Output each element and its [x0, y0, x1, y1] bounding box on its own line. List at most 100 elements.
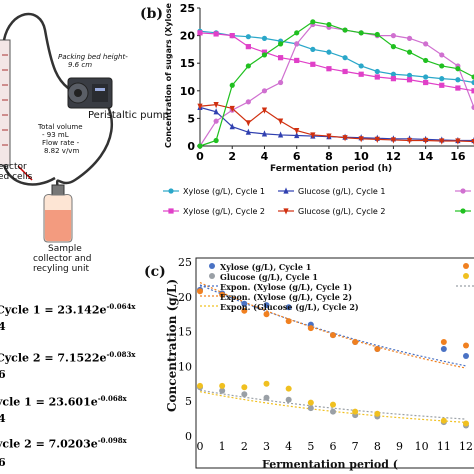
chart-b-point: [261, 88, 268, 94]
chart-b-point: [342, 68, 348, 75]
chart-b-point: [277, 118, 284, 125]
chart-b-point: [455, 77, 461, 83]
legend-c-item-3: Expon. (Xylose (g/L), Cycle 1): [220, 282, 353, 292]
chart-b-point: [406, 72, 413, 78]
legend-b-item-2: Glucose (g/L), Cycle 1: [298, 187, 386, 196]
chart-b-ytick-label: 20: [180, 30, 196, 43]
chart-b-point: [374, 68, 380, 75]
chart-b-point: [261, 49, 268, 55]
volume-label-2: - 93 mL: [42, 131, 69, 139]
chart-b-point: [342, 55, 348, 61]
chart-c-point: [263, 380, 270, 387]
chart-b-point: [277, 79, 284, 86]
chart-b-point: [374, 136, 380, 143]
chart-b-ytick-label: 5: [187, 112, 195, 125]
chart-c-xtick-label: 1: [219, 440, 226, 453]
chart-b-point: [406, 137, 413, 145]
legend-b-item-1: Xylose (g/L), Cycle 1: [183, 187, 266, 196]
chart-b-point: [406, 77, 413, 83]
panel-b-label: (b): [140, 6, 164, 22]
chart-c-point: [463, 352, 469, 359]
chart-c-point: [285, 304, 292, 311]
reactor-column: [0, 39, 11, 166]
chart-b-point: [213, 31, 219, 37]
chart-b-point: [277, 131, 284, 138]
chart-b-xtick-label: 8: [325, 150, 333, 163]
chart-b-point: [261, 52, 268, 58]
chart-b-point: [261, 35, 268, 41]
chart-b-xtick-label: 0: [196, 150, 204, 163]
chart-b-point: [261, 130, 268, 137]
chart-b-point: [423, 41, 429, 47]
chart-b-ytick-label: 15: [180, 57, 195, 70]
chart-c-point: [219, 382, 226, 389]
chart-b-point: [374, 74, 380, 80]
chart-b-point: [342, 135, 348, 142]
chart-b-point: [213, 102, 219, 109]
chart-b-point: [358, 136, 364, 143]
chart-c-xtick-label: 5: [307, 440, 314, 453]
chart-c-xtick-label: 8: [374, 440, 381, 453]
chart-b-xtick-label: 10: [354, 150, 370, 163]
equation-4-r2: 6: [0, 456, 6, 469]
chart-b-point: [390, 76, 397, 82]
chart-b-point: [455, 138, 461, 145]
chart-c-ytick-label: 5: [185, 395, 192, 408]
chart-b-point: [213, 118, 219, 124]
chart-b-point: [439, 82, 445, 88]
chart-b-point: [471, 88, 474, 94]
chart-b-point: [245, 63, 251, 69]
chart-c-xtick-label: 12: [459, 440, 473, 453]
chart-b-point: [471, 79, 474, 86]
chart-b-point: [245, 99, 251, 105]
chart-c-point: [241, 307, 248, 314]
chart-b-series-line: [199, 32, 474, 92]
chart-c-ylabel: Concentration (g/L): [165, 278, 179, 412]
legend-c-item-5: Expon. (Glucose (g/L), Cycle 2): [220, 302, 359, 312]
legend-c-item-4: Expon. (Xylose (g/L), Cycle 2): [220, 292, 353, 302]
chart-b-xlabel: Fermentation period (h): [270, 164, 393, 174]
apparatus-diagram: [0, 12, 114, 243]
chart-c-trendline: [199, 391, 467, 423]
chart-b-point: [197, 30, 203, 36]
chart-c-point: [197, 382, 203, 389]
chart-b-point: [439, 63, 445, 69]
chart-c-ytick-label: 10: [178, 360, 192, 373]
chart-c-ytick-label: 25: [178, 256, 192, 269]
chart-c-point: [285, 318, 292, 325]
chart-b-point: [294, 41, 300, 47]
chart-b-point: [390, 71, 397, 77]
chart-b-point: [245, 120, 251, 127]
volume-label-1: Total volume: [38, 123, 83, 131]
chart-b-point: [229, 82, 235, 88]
chart-b-point: [229, 105, 235, 113]
chart-b-point: [277, 55, 284, 61]
chart-c-ytick-label: 15: [178, 326, 192, 339]
chart-c-point: [219, 291, 226, 298]
equation-2-r2: 6: [0, 368, 6, 381]
chart-c-xtick-label: 10: [415, 440, 429, 453]
chart-c-point: [330, 332, 336, 339]
legend-c-marker: [209, 263, 215, 269]
legend-c-item-1: Xylose (g/L), Cycle 1: [220, 262, 312, 272]
chart-c-xtick-label: 6: [330, 440, 337, 453]
legend-c-marker: [463, 263, 469, 269]
chart-b-point: [406, 49, 413, 55]
chart-b-xtick-label: 14: [418, 150, 434, 163]
reactor-scale: [2, 54, 8, 146]
chart-b-series-line: [199, 21, 474, 147]
chart-c-point: [285, 396, 292, 403]
chart-b-ytick-label: 10: [180, 85, 196, 98]
legend-c-marker: [463, 273, 469, 279]
chart-c-xtick-label: 3: [263, 440, 270, 453]
peristaltic-pump: [67, 77, 113, 109]
chart-b-point: [439, 76, 445, 82]
chart-c-ytick-label: 0: [185, 430, 192, 443]
chart-c-point: [374, 410, 381, 417]
packing-label: Packing bed height-: [58, 53, 128, 61]
chart-b-point: [390, 44, 397, 50]
chart-c-point: [197, 288, 203, 295]
chart-b-point: [342, 27, 348, 33]
chart-b-point: [294, 131, 300, 139]
reactor-label-1: eactor: [0, 162, 27, 172]
